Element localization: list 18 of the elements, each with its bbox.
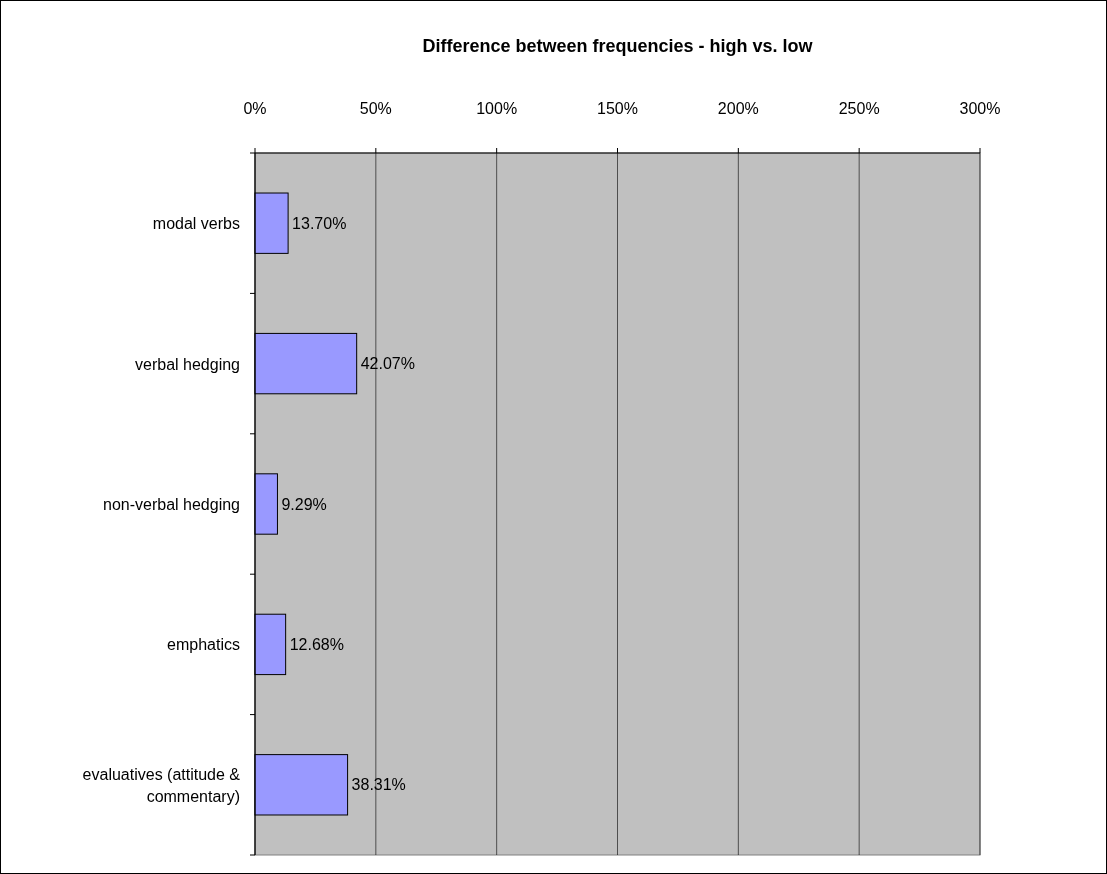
x-tick-label: 300% bbox=[959, 99, 1001, 117]
x-tick-label: 200% bbox=[717, 99, 759, 117]
data-label: 13.70% bbox=[292, 214, 347, 232]
x-tick-label: 250% bbox=[838, 99, 880, 117]
x-tick-label: 50% bbox=[359, 99, 392, 117]
y-tick-label: non-verbal hedging bbox=[103, 495, 240, 513]
y-tick-label: verbal hedging bbox=[135, 355, 240, 373]
data-label: 12.68% bbox=[289, 635, 344, 653]
x-tick-label: 150% bbox=[597, 99, 638, 117]
data-label: 38.31% bbox=[351, 776, 406, 794]
x-tick-label: 0% bbox=[243, 99, 267, 117]
data-label: 9.29% bbox=[281, 495, 327, 513]
data-label: 42.07% bbox=[360, 355, 415, 373]
y-tick-label: emphatics bbox=[167, 635, 240, 653]
chart-title: Difference between frequencies - high vs. low bbox=[422, 36, 814, 56]
y-tick-label: evaluatives (attitude & commentary) bbox=[82, 765, 241, 805]
y-tick-label: modal verbs bbox=[152, 214, 240, 232]
x-tick-label: 100% bbox=[476, 99, 518, 117]
